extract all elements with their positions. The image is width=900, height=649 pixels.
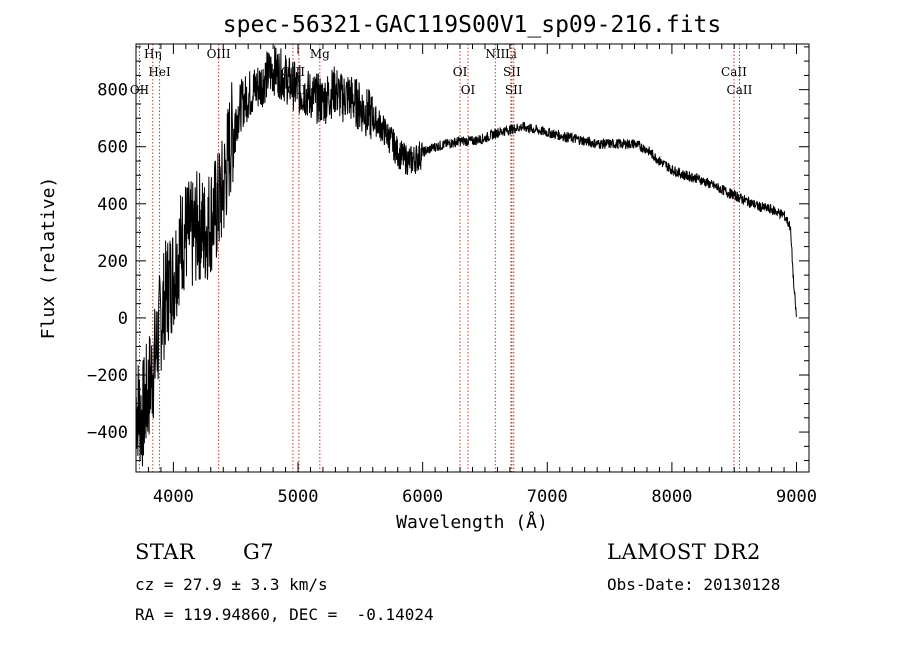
y-axis-label: Flux (relative) [38,177,59,340]
x-tick-label: 9000 [776,487,817,507]
y-tick-label: −400 [87,423,128,443]
survey-name: LAMOST DR2 [607,540,761,564]
y-tick-label: 600 [97,138,128,158]
redshift-cz: cz = 27.9 ± 3.3 km/s [135,575,328,594]
x-tick-label: 4000 [153,487,194,507]
ra-dec-coordinates: RA = 119.94860, DEC = -0.14024 [135,605,434,624]
spectral-line-label: CaII [721,65,747,79]
y-tick-label: 0 [118,309,128,329]
spectral-line-label: Li [505,47,517,61]
spectral-line-label: OIII [207,47,231,61]
y-tick-label: −200 [87,366,128,386]
axis-ticks: 4000 5000 6000 7000 8000 9000 −400 −200 0 200 400 6… [87,44,817,507]
spectral-line-label: Hη [144,47,162,61]
spectral-line-label: CaII [727,83,753,97]
spectral-line-label: NII [485,47,505,61]
y-tick-label: 200 [97,252,128,272]
x-axis-label: Wavelength (Å) [396,511,548,533]
spectral-line-label: SII [505,83,523,97]
x-tick-label: 8000 [651,487,692,507]
object-subclass: G7 [243,540,275,564]
x-tick-label: 6000 [402,487,443,507]
spectrum-series-line [135,45,797,467]
spectral-line-markers: HηHeIOIIOIIIOIIIOIIIMgOIOINIISIISIILiCaI… [130,44,753,472]
plot-frame [135,43,810,473]
observation-date: Obs-Date: 20130128 [607,575,781,594]
spectral-line-label: OI [453,65,468,79]
chart-title: spec-56321-GAC119S00V1_sp09-216.fits [223,12,722,38]
x-tick-label: 5000 [278,487,319,507]
spectral-line-label: SII [503,65,521,79]
y-tick-label: 400 [97,195,128,215]
spectral-line-label: OI [461,83,476,97]
y-tick-label: 800 [97,81,128,101]
spectral-line-label: Mg [310,47,330,61]
spectral-line-label: HeI [148,65,171,79]
x-tick-label: 7000 [527,487,568,507]
object-class: STAR [135,540,196,564]
